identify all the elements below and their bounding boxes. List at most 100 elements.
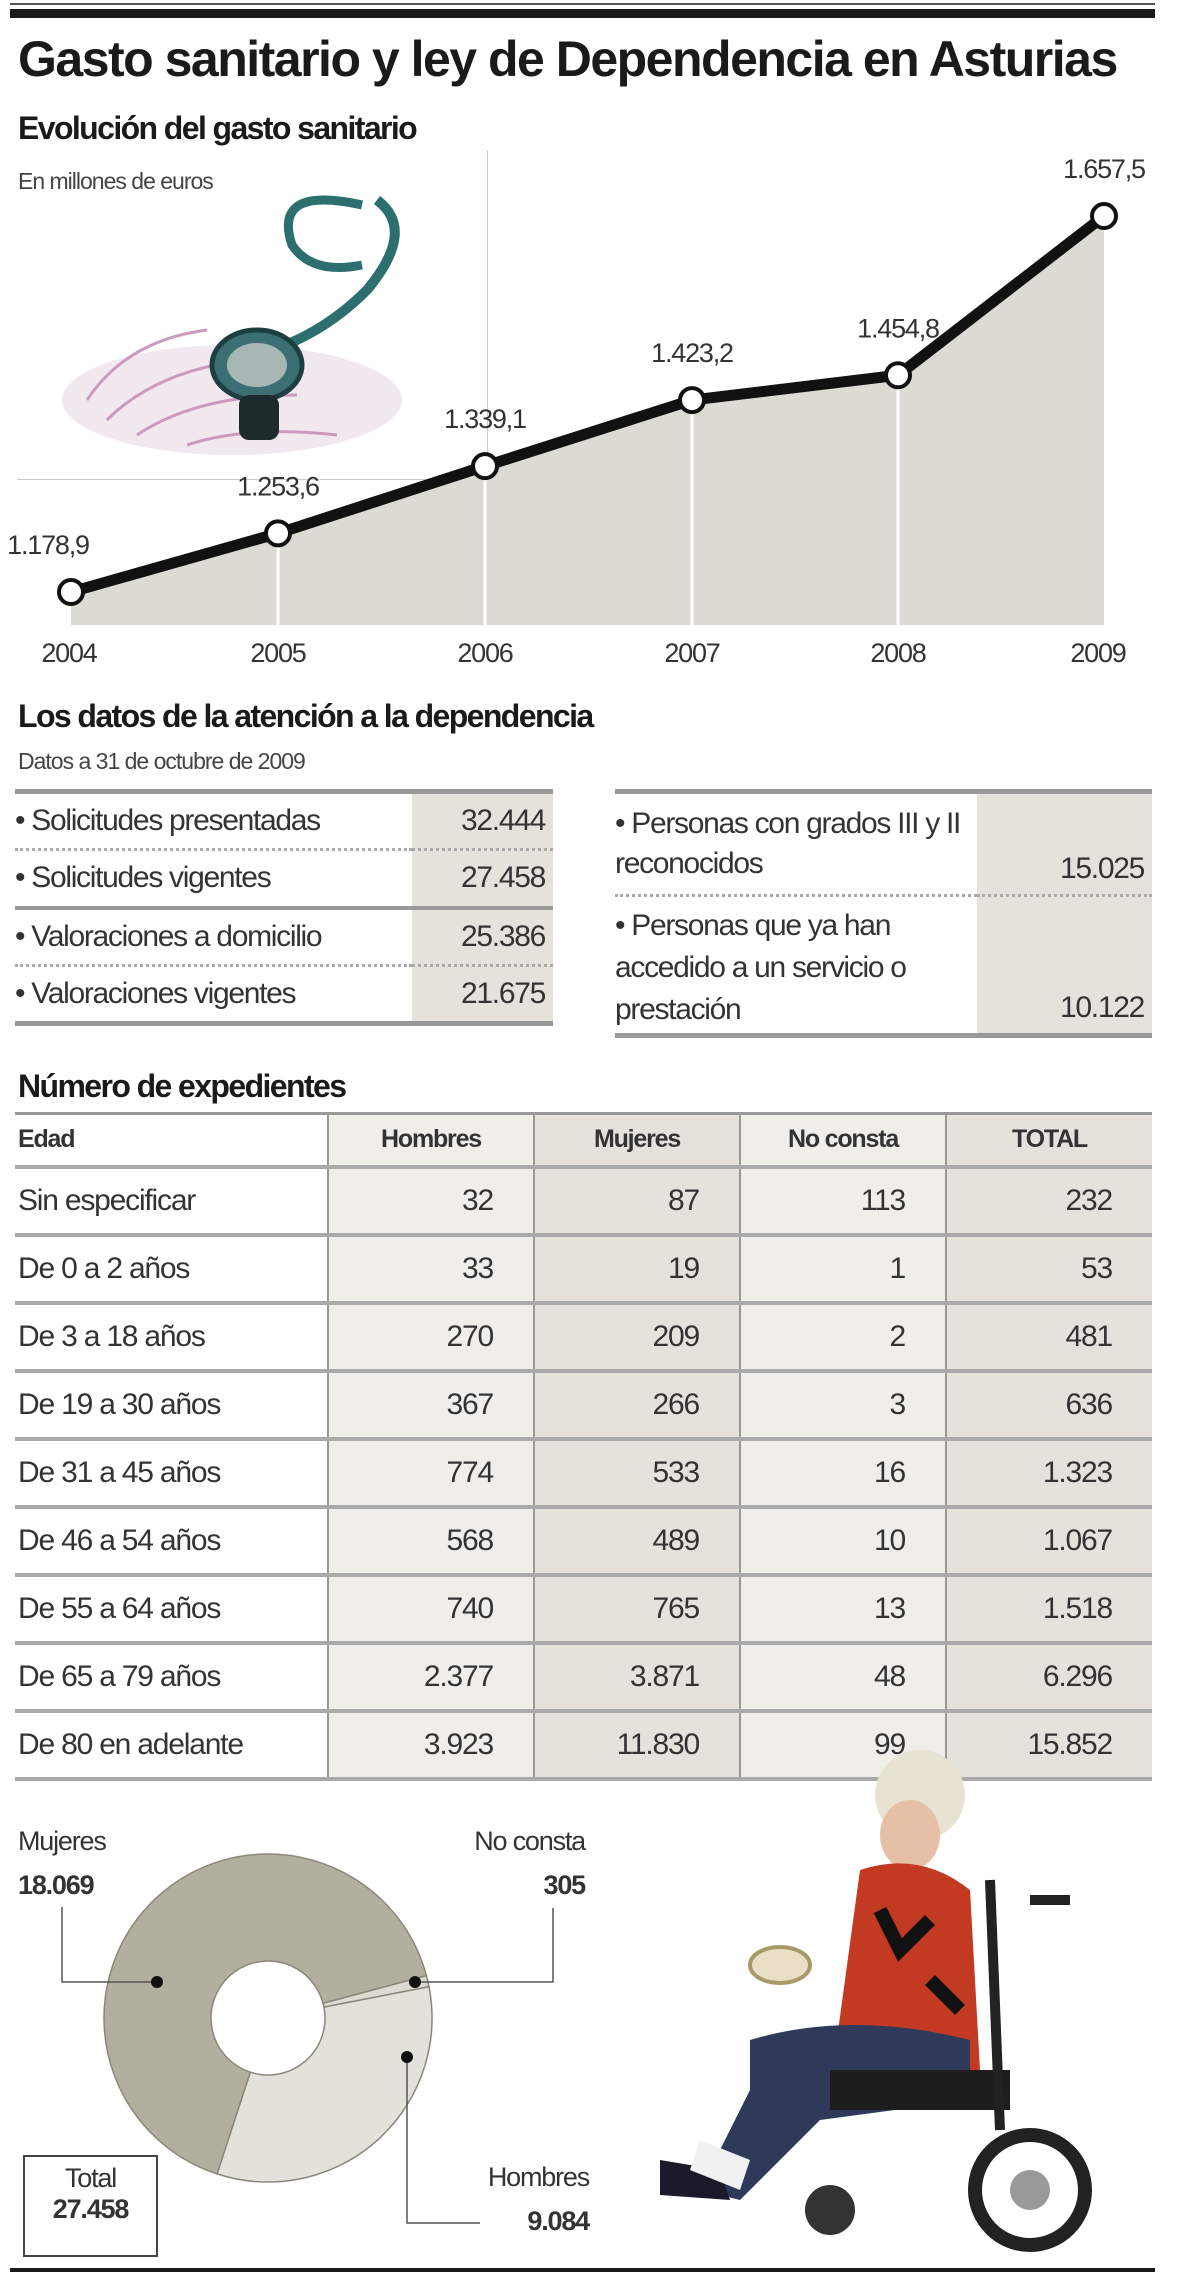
leader-line-mujeres (61, 1907, 157, 1983)
value-cell: 113 (739, 1166, 946, 1237)
table-row: De 55 a 64 años 740 765 13 1.518 (15, 1574, 1152, 1645)
value-cell: 774 (327, 1438, 534, 1509)
table-row: De 46 a 54 años 568 489 10 1.067 (15, 1506, 1152, 1577)
value-cell: 270 (327, 1302, 534, 1373)
value-cell: 481 (945, 1302, 1152, 1373)
age-group-cell: Sin especificar (15, 1166, 328, 1237)
leader-dot (409, 1976, 421, 1988)
table-row: De 3 a 18 años 270 209 2 481 (15, 1302, 1152, 1373)
x-tick-label: 2009 (1070, 638, 1125, 668)
no-consta-label: No consta (474, 1826, 586, 1856)
row-value: 10.122 (977, 895, 1152, 1036)
series-line (69, 211, 1108, 598)
table-row: De 80 en adelante 3.923 11.830 99 15.852 (15, 1710, 1152, 1781)
row-label: • Solicitudes presentadas (15, 804, 321, 837)
value-cell: 266 (533, 1370, 740, 1441)
value-cell: 2.377 (327, 1642, 534, 1713)
table-header-row: Edad Hombres Mujeres No consta TOTAL (15, 1113, 1152, 1169)
value-cell: 19 (533, 1234, 740, 1305)
row-label: • Valoraciones vigentes (15, 977, 297, 1010)
value-cell: 11.830 (533, 1710, 740, 1781)
row-value: 21.675 (412, 965, 553, 1024)
leader-line-no-consta (415, 1908, 554, 1983)
value-cell: 10 (739, 1506, 946, 1577)
leader-dot (401, 2051, 413, 2063)
dependencia-left-table: • Solicitudes presentadas 32.444 • Solici… (15, 789, 553, 1026)
table-row: De 31 a 45 años 774 533 16 1.323 (15, 1438, 1152, 1509)
age-group-cell: De 31 a 45 años (15, 1438, 328, 1509)
mujeres-label: Mujeres (18, 1826, 107, 1856)
age-group-cell: De 65 a 79 años (15, 1642, 328, 1713)
value-cell: 568 (327, 1506, 534, 1577)
value-cell: 533 (533, 1438, 740, 1509)
no-consta-value: 305 (543, 1870, 587, 1900)
table-row: • Valoraciones a domicilio 25.386 (15, 907, 553, 966)
top-rule (10, 9, 1155, 18)
value-cell: 1.323 (945, 1438, 1152, 1509)
section-title-dependencia: Los datos de la atención a la dependenci… (18, 698, 594, 734)
table-row: De 19 a 30 años 367 266 3 636 (15, 1370, 1152, 1441)
table-row: De 65 a 79 años 2.377 3.871 48 6.296 (15, 1642, 1152, 1713)
data-point (57, 578, 85, 606)
value-cell: 3 (739, 1370, 946, 1441)
total-box: Total 27.458 (23, 2155, 158, 2257)
age-group-cell: De 46 a 54 años (15, 1506, 328, 1577)
age-group-cell: De 3 a 18 años (15, 1302, 328, 1373)
expedientes-table: Edad Hombres Mujeres No consta TOTAL Sin esp… (15, 1112, 1152, 1781)
value-cell: 16 (739, 1438, 946, 1509)
x-tick-label: 2007 (664, 638, 719, 668)
leader-line-hombres (406, 2057, 480, 2224)
value-cell: 1.067 (945, 1506, 1152, 1577)
column-header: Mujeres (533, 1113, 740, 1169)
section-subtitle-dependencia: Datos a 31 de octubre de 2009 (18, 748, 306, 774)
donut-chart (61, 1853, 554, 2224)
data-label: 1.657,5 (1063, 154, 1145, 184)
data-point (678, 386, 706, 415)
value-cell: 53 (945, 1234, 1152, 1305)
value-cell: 13 (739, 1574, 946, 1645)
table-row: • Personas que ya han accedido a un serv… (615, 895, 1152, 1036)
column-header: Hombres (327, 1113, 534, 1169)
row-value: 25.386 (412, 907, 553, 966)
value-cell: 367 (327, 1370, 534, 1441)
data-label: 1.454,8 (857, 313, 939, 343)
bottom-rule (10, 2268, 1155, 2272)
x-tick-label: 2008 (870, 638, 925, 668)
value-cell: 209 (533, 1302, 740, 1373)
age-group-cell: De 19 a 30 años (15, 1370, 328, 1441)
line-chart: 1.178,9 2004 1.253,6 2005 1.339,1 2006 1.423,2… (7, 154, 1146, 668)
data-point (1090, 202, 1118, 231)
value-cell: 1.518 (945, 1574, 1152, 1645)
table-row: • Personas con grados III y II reconocid… (615, 791, 1152, 896)
total-label: Total (64, 2163, 117, 2193)
dependencia-right-table: • Personas con grados III y II reconocid… (615, 789, 1152, 1038)
top-rule-thin (10, 3, 1155, 5)
data-label: 1.178,9 (7, 530, 89, 560)
chart-subtitle: En millones de euros (18, 168, 214, 194)
hombres-label: Hombres (487, 2162, 590, 2192)
table-row: • Solicitudes vigentes 27.458 (15, 849, 553, 908)
value-cell: 636 (945, 1370, 1152, 1441)
data-point (471, 452, 499, 481)
leader-dot (151, 1976, 163, 1988)
x-tick-label: 2005 (250, 638, 305, 668)
slice-mujeres (103, 1853, 428, 2175)
row-label: • Solicitudes vigentes (15, 861, 272, 895)
total-value: 27.458 (52, 2194, 130, 2224)
row-label: • Personas con grados III y II reconocid… (615, 807, 961, 880)
row-label: • Personas que ya han accedido a un serv… (615, 909, 907, 1026)
age-group-cell: De 0 a 2 años (15, 1234, 328, 1305)
value-cell: 2 (739, 1302, 946, 1373)
value-cell: 33 (327, 1234, 534, 1305)
table-row: Sin especificar 32 87 113 232 (15, 1166, 1152, 1237)
age-group-cell: De 55 a 64 años (15, 1574, 328, 1645)
value-cell: 15.852 (945, 1710, 1152, 1781)
table-row: • Valoraciones vigentes 21.675 (15, 965, 553, 1024)
stethoscope-photo (62, 195, 402, 455)
data-point (884, 361, 912, 390)
value-cell: 1 (739, 1234, 946, 1305)
value-cell: 6.296 (945, 1642, 1152, 1713)
elderly-woman-wheelchair-photo (660, 1750, 1092, 2252)
page-title: Gasto sanitario y ley de Dependencia en … (18, 31, 1118, 87)
data-label: 1.339,1 (444, 404, 526, 434)
